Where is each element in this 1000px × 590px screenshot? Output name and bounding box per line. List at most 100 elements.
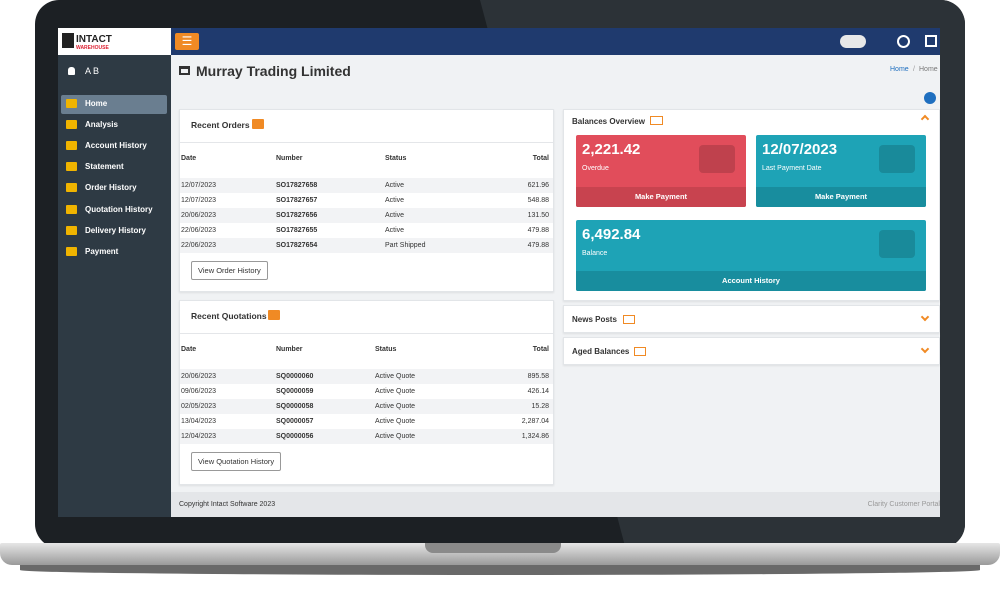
logo-area — [58, 28, 171, 55]
nav-item[interactable]: Analysis — [85, 120, 118, 130]
nav-icon — [66, 183, 77, 193]
panel-title: Recent Quotations — [191, 311, 267, 321]
card-action-bg — [756, 187, 926, 207]
panel-title[interactable]: Aged Balances — [572, 347, 630, 356]
table-cell: 479.88 — [527, 242, 549, 249]
table-cell: Active — [385, 197, 405, 204]
table-cell: 2,287.04 — [521, 418, 549, 425]
logo-name: INTACT — [76, 34, 112, 45]
column-header: Date — [181, 155, 197, 162]
row-stripe — [180, 208, 553, 223]
card-action[interactable]: Account History — [722, 276, 780, 285]
nav-active-bg — [61, 95, 167, 114]
panel-title-icon — [252, 119, 264, 129]
table-cell: SO17827656 — [276, 212, 318, 219]
column-header: Number — [276, 155, 303, 162]
nav-item[interactable]: Quotation History — [85, 204, 153, 214]
user-icon — [68, 67, 75, 75]
card-watermark — [699, 145, 735, 173]
card-label: Balance — [582, 250, 608, 257]
logo-sub: WAREHOUSE — [76, 45, 109, 51]
nav-icon — [66, 141, 77, 151]
nav-icon — [66, 204, 77, 214]
table-cell: SQ0000056 — [276, 433, 314, 440]
table-cell: 02/05/2023 — [181, 403, 217, 410]
column-header: Total — [532, 346, 549, 353]
nav-icon — [66, 120, 77, 130]
nav-item[interactable]: Payment — [85, 246, 119, 256]
panel-title-icon — [650, 116, 663, 125]
table-cell: 22/06/2023 — [181, 227, 217, 234]
table-cell: SO17827657 — [276, 197, 318, 204]
breadcrumb-separator: / — [913, 66, 915, 73]
footer-product: Clarity Customer Portal — [867, 501, 940, 508]
row-stripe — [180, 429, 553, 444]
table-cell: 621.96 — [527, 182, 549, 189]
table-cell: 20/06/2023 — [181, 212, 217, 219]
table-cell: Part Shipped — [385, 242, 426, 249]
table-cell: 15.28 — [531, 403, 549, 410]
breadcrumb-item[interactable]: Home — [890, 66, 909, 73]
card-action[interactable]: Make Payment — [634, 192, 688, 201]
card-watermark — [879, 230, 915, 258]
table-cell: SQ0000060 — [276, 373, 314, 380]
nav-icon — [66, 246, 77, 256]
card-label: Last Payment Date — [762, 165, 822, 172]
history-button[interactable]: View Quotation History — [191, 452, 282, 471]
table-cell: Active Quote — [375, 373, 416, 380]
nav-item[interactable]: Statement — [85, 162, 124, 172]
table-cell: SO17827655 — [276, 227, 318, 234]
nav-item[interactable]: Home — [85, 99, 108, 108]
settings-icon[interactable] — [897, 35, 910, 48]
table-cell: Active — [385, 212, 405, 219]
theme-toggle[interactable] — [840, 35, 866, 48]
menu-button[interactable]: ☰ — [175, 33, 199, 50]
table-cell: 20/06/2023 — [181, 373, 217, 380]
panel-title: Balances Overview — [572, 117, 645, 126]
nav-icon — [66, 162, 77, 172]
table-cell: Active Quote — [375, 418, 416, 425]
panel-title-icon — [268, 310, 280, 320]
table-cell: SQ0000059 — [276, 388, 314, 395]
title-rule — [180, 333, 553, 334]
table-cell: 13/04/2023 — [181, 418, 217, 425]
card-action[interactable]: Make Payment — [814, 192, 868, 201]
table-cell: SQ0000058 — [276, 403, 314, 410]
nav-icon — [66, 99, 77, 108]
footer-bar — [171, 492, 940, 517]
table-cell: 1,324.86 — [521, 433, 549, 440]
fullscreen-icon[interactable] — [925, 35, 937, 47]
nav-item[interactable]: Account History — [85, 141, 147, 151]
table-cell: 09/06/2023 — [181, 388, 217, 395]
user-name: A B — [85, 66, 100, 76]
table-cell: 12/04/2023 — [181, 433, 217, 440]
table-cell: Active — [385, 227, 405, 234]
card-action-bg — [576, 187, 746, 207]
collapsible-panel — [563, 337, 940, 365]
column-header: Status — [375, 346, 397, 353]
help-icon[interactable] — [924, 92, 936, 104]
table-cell: 426.14 — [527, 388, 549, 395]
table-cell: Active Quote — [375, 403, 416, 410]
panel-title[interactable]: News Posts — [572, 315, 617, 324]
history-button[interactable]: View Order History — [191, 261, 268, 280]
table-cell: 131.50 — [527, 212, 549, 219]
laptop-notch — [425, 543, 561, 553]
card-watermark — [879, 145, 915, 173]
table-cell: 12/07/2023 — [181, 182, 217, 189]
panel-title: Recent Orders — [191, 120, 250, 130]
card-action-bg — [576, 271, 926, 291]
row-stripe — [180, 399, 553, 414]
panel-title-icon — [623, 315, 635, 324]
table-cell: Active Quote — [375, 388, 416, 395]
row-stripe — [180, 178, 553, 193]
footer-copyright: Copyright Intact Software 2023 — [179, 501, 276, 508]
nav-item[interactable]: Delivery History — [85, 225, 146, 235]
column-header: Total — [532, 155, 549, 162]
table-cell: SO17827654 — [276, 242, 318, 249]
column-header: Number — [276, 346, 303, 353]
table-cell: SQ0000057 — [276, 418, 314, 425]
logo-icon — [62, 33, 74, 48]
card-value: 6,492.84 — [582, 226, 641, 243]
nav-item[interactable]: Order History — [85, 183, 137, 193]
